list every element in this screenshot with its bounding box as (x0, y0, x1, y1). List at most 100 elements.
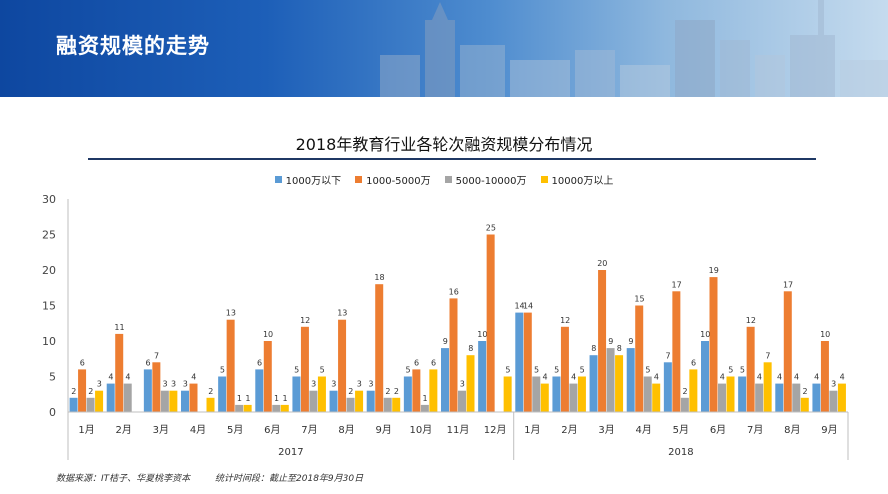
data-label: 1 (274, 394, 279, 403)
x-tick-label: 3月 (598, 424, 614, 436)
legend-label: 10000万以上 (551, 176, 614, 187)
bar (598, 270, 607, 412)
x-tick-label: 11月 (447, 424, 470, 436)
data-label: 4 (814, 373, 819, 382)
bar (280, 404, 289, 412)
data-label: 4 (191, 373, 196, 382)
bar (746, 326, 755, 412)
bar (420, 404, 429, 412)
bar (243, 404, 252, 412)
data-label: 5 (534, 366, 539, 375)
bar (763, 362, 772, 412)
data-label: 2 (385, 387, 390, 396)
x-tick-label: 2月 (116, 424, 132, 436)
data-label: 15 (634, 295, 644, 304)
bar (478, 341, 487, 412)
data-label: 4 (757, 373, 762, 382)
title-divider (88, 158, 816, 160)
data-label: 5 (505, 366, 510, 375)
bar (589, 355, 598, 412)
data-label: 5 (580, 366, 585, 375)
data-label: 6 (691, 358, 696, 367)
bar (189, 383, 198, 412)
bar (486, 234, 495, 412)
legend-swatch (540, 176, 548, 183)
y-tick-label: 25 (42, 229, 56, 242)
bar (181, 390, 189, 412)
bar (837, 383, 846, 412)
bar (346, 397, 355, 412)
bar (800, 397, 809, 412)
data-label: 17 (672, 280, 682, 289)
bar (218, 376, 227, 412)
data-label: 13 (226, 309, 236, 318)
data-label: 18 (374, 273, 384, 282)
bar (718, 383, 726, 412)
bar (272, 404, 281, 412)
bar (466, 355, 475, 412)
bar (663, 362, 672, 412)
data-label: 13 (337, 309, 347, 318)
bar (95, 390, 104, 412)
data-label: 2 (683, 387, 688, 396)
x-tick-label: 4月 (636, 424, 652, 436)
bar (503, 376, 512, 412)
x-tick-label: 1月 (78, 424, 94, 436)
bar (355, 390, 364, 412)
legend-item: 5000-10000万 (444, 172, 527, 187)
bar (577, 376, 586, 412)
x-tick-label: 3月 (153, 424, 169, 436)
bar (606, 348, 615, 412)
bar (403, 376, 412, 412)
y-tick-label: 30 (42, 193, 56, 206)
bar (515, 312, 524, 412)
data-label: 3 (357, 380, 362, 389)
data-label: 4 (108, 373, 113, 382)
legend-label: 1000万以下 (285, 176, 342, 187)
bar (383, 397, 392, 412)
bar (226, 319, 235, 412)
data-label: 19 (709, 266, 719, 275)
x-tick-label: 12月 (484, 424, 507, 436)
bar (392, 397, 401, 412)
legend-swatch (444, 176, 452, 183)
data-label: 3 (311, 380, 316, 389)
x-tick-label: 9月 (376, 424, 392, 436)
bar (86, 397, 95, 412)
legend-item: 1000万以下 (274, 172, 342, 187)
bar (375, 284, 384, 412)
bar (123, 383, 132, 412)
data-label: 5 (645, 366, 650, 375)
legend-label: 5000-10000万 (455, 176, 527, 187)
bar (775, 383, 784, 412)
data-label: 12 (300, 316, 310, 325)
y-tick-label: 0 (49, 406, 56, 419)
data-label: 12 (560, 316, 570, 325)
legend-item: 10000万以上 (540, 172, 614, 187)
data-label: 3 (460, 380, 465, 389)
bar (263, 341, 272, 412)
bar (412, 369, 421, 412)
bar (540, 383, 549, 412)
bar (152, 362, 161, 412)
bar (458, 390, 466, 412)
bar (429, 369, 438, 412)
data-label: 5 (294, 366, 299, 375)
bar (317, 376, 326, 412)
data-label: 8 (591, 344, 596, 353)
bar (726, 376, 735, 412)
chart-title: 2018年教育行业各轮次融资规模分布情况 (295, 135, 593, 154)
data-label: 4 (777, 373, 782, 382)
bar (143, 369, 152, 412)
page-title: 融资规模的走势 (56, 34, 210, 58)
city-skyline-image (380, 0, 888, 97)
data-label: 16 (449, 287, 459, 296)
data-label: 5 (406, 366, 411, 375)
chart-legend: 1000万以下 1000-5000万 5000-10000万 10000万以上 (0, 172, 888, 187)
bar (829, 390, 838, 412)
x-tick-label: 4月 (190, 424, 206, 436)
data-label: 1 (237, 394, 242, 403)
data-label: 9 (628, 337, 633, 346)
x-tick-label: 1月 (524, 424, 540, 436)
